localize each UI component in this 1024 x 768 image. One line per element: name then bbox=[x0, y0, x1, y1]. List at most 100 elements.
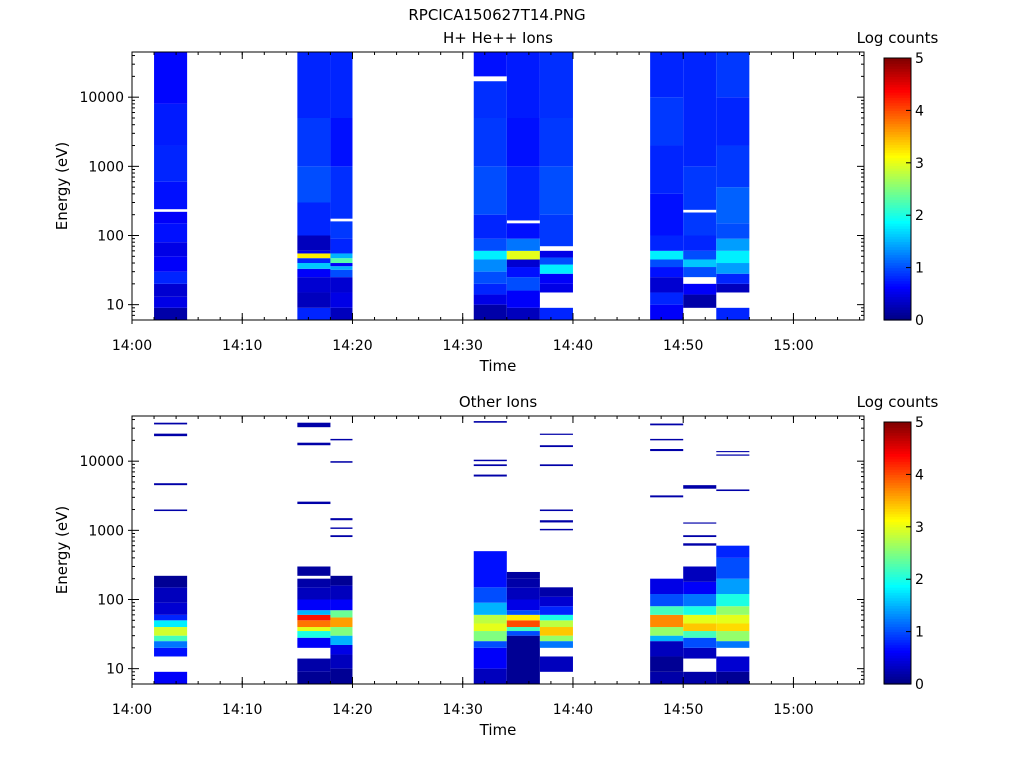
colorbar-step bbox=[884, 676, 911, 680]
colorbar-step bbox=[884, 602, 911, 606]
count-cell bbox=[506, 259, 540, 268]
count-cell bbox=[473, 623, 507, 632]
count-cell bbox=[539, 528, 573, 531]
count-cell bbox=[506, 599, 540, 611]
colorbar-step bbox=[884, 181, 911, 185]
count-cell bbox=[297, 277, 331, 293]
colorbar-step bbox=[884, 636, 911, 641]
count-cell bbox=[330, 307, 353, 320]
time-column bbox=[650, 52, 684, 320]
colorbar-step bbox=[884, 456, 911, 460]
colorbar-step bbox=[884, 199, 911, 203]
colorbar-step bbox=[884, 610, 911, 614]
colorbar-step bbox=[884, 665, 911, 669]
count-cell bbox=[650, 606, 684, 615]
count-cell bbox=[330, 166, 353, 219]
colorbar-step bbox=[884, 484, 911, 489]
count-cell bbox=[330, 117, 353, 167]
x-tick-label: 14:40 bbox=[553, 338, 593, 354]
count-cell bbox=[330, 266, 353, 270]
colorbar-step bbox=[884, 442, 911, 447]
colorbar-step bbox=[884, 154, 911, 159]
colorbar-tick-label: 2 bbox=[915, 208, 924, 224]
time-column bbox=[154, 422, 188, 684]
count-cell bbox=[539, 117, 573, 167]
colorbar-step bbox=[884, 474, 911, 478]
count-cell bbox=[683, 594, 717, 607]
colorbar-step bbox=[884, 458, 911, 462]
colorbar-step bbox=[884, 621, 911, 625]
count-cell bbox=[297, 292, 331, 308]
count-cell bbox=[716, 250, 750, 264]
colorbar-step bbox=[884, 126, 911, 130]
count-cell bbox=[154, 509, 188, 512]
count-cell bbox=[650, 267, 684, 278]
count-cell bbox=[539, 166, 573, 215]
colorbar-step bbox=[884, 131, 911, 135]
count-cell bbox=[330, 253, 353, 259]
colorbar-step bbox=[884, 157, 911, 161]
count-cell bbox=[330, 221, 353, 239]
colorbar-step bbox=[884, 89, 911, 93]
colorbar-step bbox=[884, 587, 911, 591]
count-cell bbox=[650, 193, 684, 236]
count-cell bbox=[297, 587, 331, 600]
colorbar-step bbox=[884, 249, 911, 253]
colorbar-step bbox=[884, 63, 911, 67]
x-tick-label: 14:10 bbox=[222, 702, 262, 718]
count-cell bbox=[650, 495, 684, 498]
colorbar-step bbox=[884, 244, 911, 248]
time-column bbox=[683, 485, 717, 684]
count-cell bbox=[683, 631, 717, 638]
count-cell bbox=[154, 627, 188, 636]
colorbar-step bbox=[884, 553, 911, 557]
colorbar-step bbox=[884, 183, 911, 187]
count-cell bbox=[716, 52, 750, 98]
count-cell bbox=[506, 52, 540, 118]
count-cell bbox=[539, 509, 573, 512]
colorbar-step bbox=[884, 194, 911, 198]
colorbar-step bbox=[884, 463, 911, 468]
colorbar-step bbox=[884, 128, 911, 132]
colorbar-step bbox=[884, 655, 911, 659]
count-cell bbox=[650, 656, 684, 672]
colorbar-step bbox=[884, 613, 911, 617]
count-cell bbox=[716, 641, 750, 648]
count-cell bbox=[539, 264, 573, 274]
count-cell bbox=[683, 52, 717, 118]
colorbar-tick-label: 3 bbox=[915, 156, 924, 172]
colorbar-step bbox=[884, 136, 911, 140]
colorbar-step bbox=[884, 196, 911, 201]
figure-title: RPCICA150627T14.PNG bbox=[408, 6, 585, 24]
colorbar-step bbox=[884, 212, 911, 216]
colorbar-step bbox=[884, 634, 911, 638]
count-cell bbox=[297, 599, 331, 611]
colorbar-step bbox=[884, 225, 911, 229]
colorbar-frame bbox=[883, 421, 912, 685]
colorbar-step bbox=[884, 631, 911, 635]
count-cell bbox=[683, 117, 717, 167]
colorbar-step bbox=[884, 479, 911, 483]
colorbar-step bbox=[884, 584, 911, 588]
time-column bbox=[539, 433, 573, 672]
colorbar-step bbox=[884, 605, 911, 609]
count-cell bbox=[506, 610, 540, 615]
count-cell bbox=[506, 250, 540, 260]
panel-title: Other Ions bbox=[459, 393, 537, 411]
colorbar-step bbox=[884, 471, 911, 475]
count-cell bbox=[154, 211, 188, 224]
colorbar-step bbox=[884, 162, 911, 167]
count-cell bbox=[297, 422, 331, 428]
colorbar-step bbox=[884, 626, 911, 630]
count-cell bbox=[650, 97, 684, 146]
count-cell bbox=[297, 202, 331, 236]
count-cell bbox=[154, 422, 188, 425]
count-cell bbox=[650, 635, 684, 642]
y-tick-label: 1000 bbox=[88, 523, 124, 539]
count-cell bbox=[330, 269, 353, 278]
count-cell bbox=[297, 263, 331, 269]
colorbar: 0 1 2 3 4 5 Log counts bbox=[857, 29, 939, 329]
count-cell bbox=[716, 594, 750, 607]
count-cell bbox=[650, 423, 684, 426]
count-cell bbox=[473, 647, 507, 669]
